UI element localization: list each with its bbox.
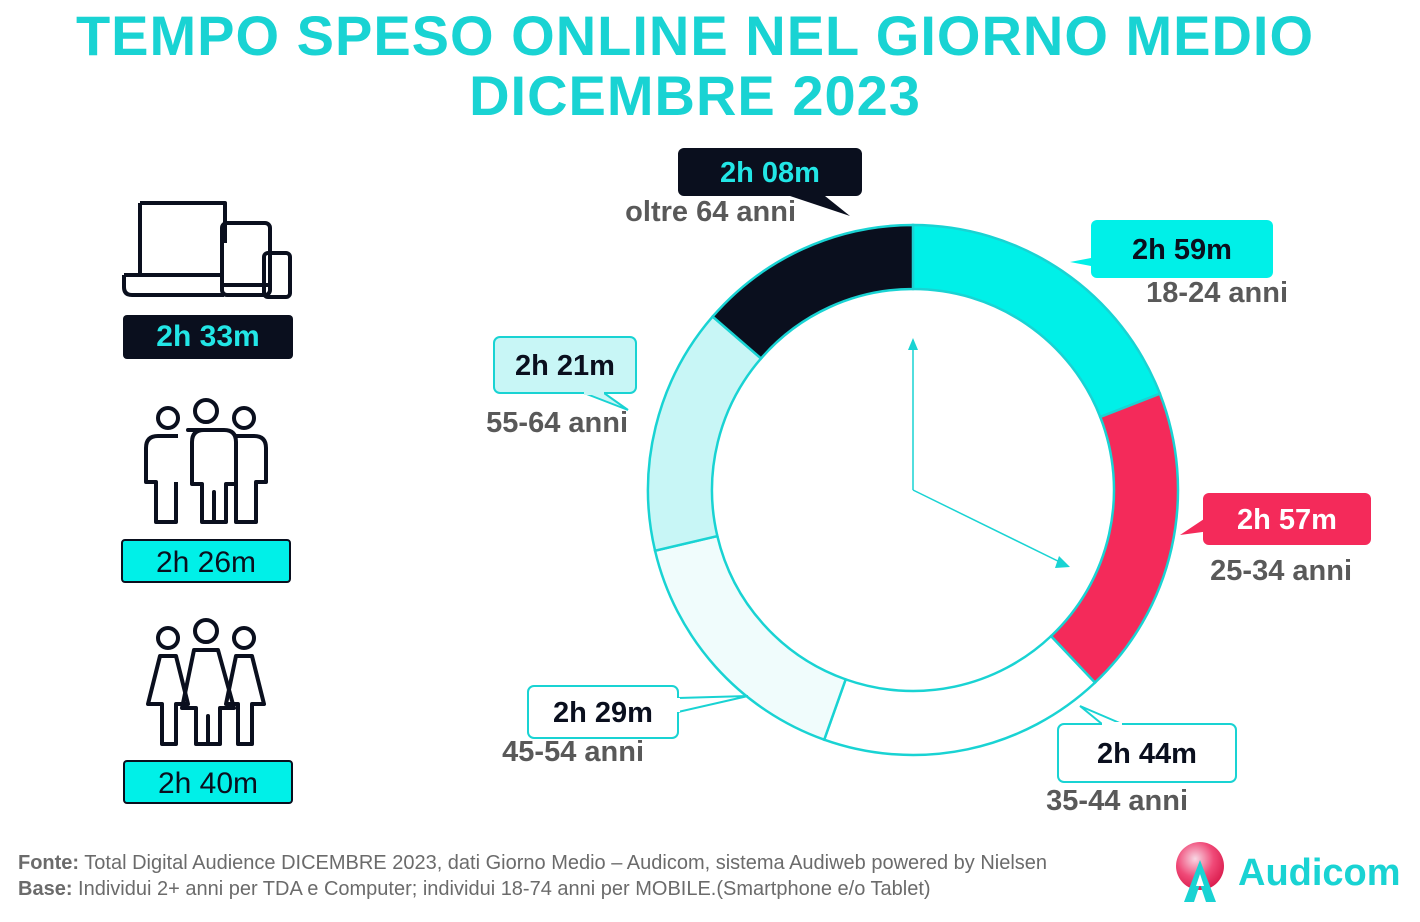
- donut-chart: 2h 59m 18-24 anni 2h 57m 25-34 anni 2h 44m 35…: [486, 148, 1371, 817]
- slice-value-label: 2h 44m: [1097, 738, 1197, 770]
- footer-source: Fonte: Total Digital Audience DICEMBRE 2…: [18, 850, 1047, 876]
- callout-box: [493, 336, 637, 394]
- slice-category-label: 25-34 anni: [1210, 555, 1352, 587]
- women-group-icon: [146, 618, 266, 746]
- callout-box: [1203, 493, 1371, 545]
- callout-tail: [1070, 254, 1112, 270]
- stat-women-value: 2h 40m: [123, 760, 293, 804]
- devices-icon: [122, 201, 292, 299]
- slice-category-label: 35-44 anni: [1046, 785, 1188, 817]
- clock-hand-minute-tip: [908, 338, 918, 350]
- footer-base: Base: Individui 2+ anni per TDA e Comput…: [18, 876, 931, 902]
- audicom-logo-icon: [1176, 842, 1224, 902]
- stat-men-value: 2h 26m: [121, 539, 291, 583]
- chart-title-line2: DICEMBRE 2023: [469, 64, 921, 127]
- clock-hand-hour-tip: [1055, 556, 1070, 568]
- slice-category-label: 55-64 anni: [486, 407, 628, 439]
- footer-base-text: Individui 2+ anni per TDA e Computer; in…: [72, 878, 931, 900]
- slice-category-label: 18-24 anni: [1146, 277, 1288, 309]
- footer-source-label: Fonte:: [18, 852, 80, 874]
- callout-tail: [1180, 515, 1210, 535]
- footer-source-text: Total Digital Audience DICEMBRE 2023, da…: [79, 852, 1048, 874]
- clock-hand-hour: [912, 489, 1069, 567]
- donut-slice: [822, 634, 1097, 757]
- callout-box: [1057, 723, 1237, 783]
- slice-value-label: 2h 59m: [1132, 234, 1232, 266]
- slice-value-label: 2h 57m: [1237, 504, 1337, 536]
- slice-value-label: 2h 08m: [720, 157, 820, 189]
- callout-tail: [677, 695, 749, 714]
- slice-category-label: 45-54 anni: [502, 736, 644, 768]
- donut-slice: [1049, 392, 1180, 685]
- audicom-logo-text: Audicom: [1238, 852, 1401, 894]
- callout-tail: [790, 196, 850, 216]
- donut-slice: [710, 223, 915, 361]
- men-group-icon: [144, 398, 268, 524]
- callout-box: [678, 148, 862, 196]
- chart-title-line1: TEMPO SPESO ONLINE NEL GIORNO MEDIO: [75, 4, 1315, 67]
- callout-box: [1091, 220, 1273, 278]
- slice-value-label: 2h 21m: [515, 350, 615, 382]
- footer-base-label: Base:: [18, 878, 73, 900]
- stat-devices-value: 2h 33m: [123, 315, 293, 359]
- slice-category-label: oltre 64 anni: [625, 196, 796, 228]
- slice-value-label: 2h 29m: [553, 697, 653, 729]
- donut-slice: [646, 314, 763, 553]
- callout-tail: [1079, 705, 1123, 725]
